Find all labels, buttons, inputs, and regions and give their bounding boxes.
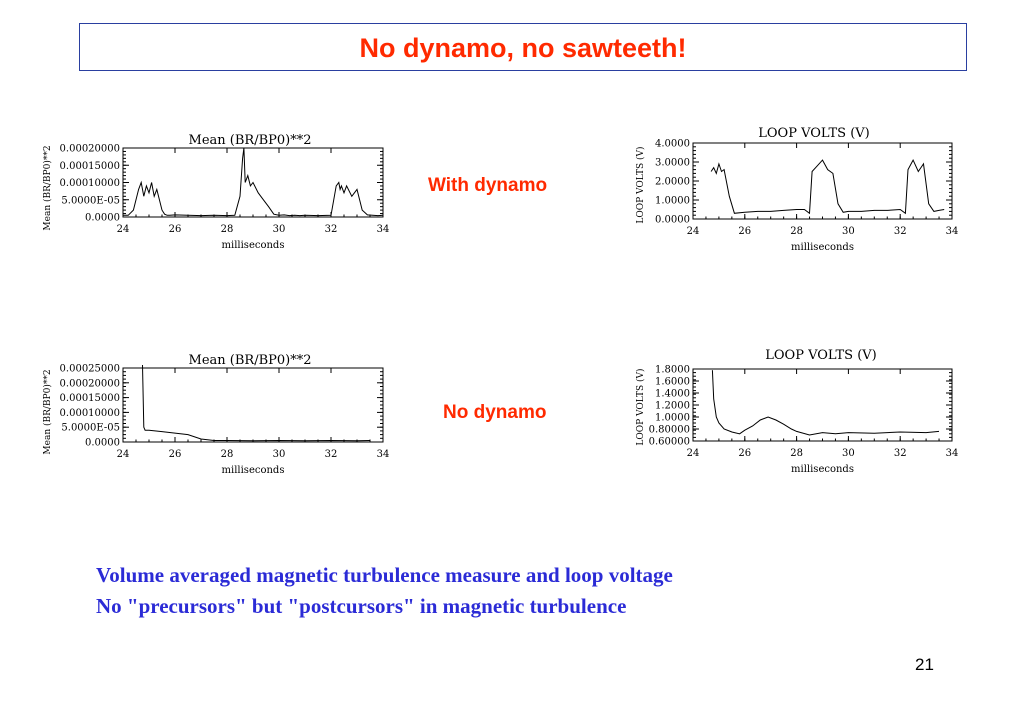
y-axis-label: LOOP VOLTS (V) xyxy=(635,368,646,445)
y-tick-label: 0.80000 xyxy=(649,425,690,436)
x-tick-label: 28 xyxy=(790,226,803,237)
x-tick-label: 30 xyxy=(273,224,286,235)
x-axis-label: milliseconds xyxy=(222,240,285,251)
y-tick-label: 5.0000E-05 xyxy=(61,423,120,434)
chart-title: LOOP VOLTS (V) xyxy=(758,126,869,141)
title-box: No dynamo, no sawteeth! xyxy=(79,23,967,71)
x-tick-label: 26 xyxy=(738,448,751,459)
y-tick-label: 2.0000 xyxy=(655,177,690,188)
x-tick-label: 26 xyxy=(738,226,751,237)
chart-title: Mean (BR/BP0)**2 xyxy=(189,353,312,368)
y-tick-label: 0.0000 xyxy=(85,438,120,449)
with-dynamo-label: With dynamo xyxy=(428,175,548,196)
x-axis-label: milliseconds xyxy=(791,242,854,253)
x-tick-label: 32 xyxy=(894,226,907,237)
y-tick-label: 1.0000 xyxy=(655,196,690,207)
y-tick-label: 1.6000 xyxy=(655,377,690,388)
x-tick-label: 26 xyxy=(169,449,182,460)
plot-frame xyxy=(692,368,953,442)
y-tick-label: 0.00020000 xyxy=(60,144,120,155)
x-tick-label: 28 xyxy=(221,224,234,235)
x-tick-label: 34 xyxy=(946,226,959,237)
y-tick-label: 1.2000 xyxy=(655,401,690,412)
y-tick-label: 0.00010000 xyxy=(60,408,120,419)
x-tick-label: 28 xyxy=(790,448,803,459)
x-tick-label: 32 xyxy=(325,224,338,235)
y-tick-label: 0.60000 xyxy=(649,437,690,448)
slide-title: No dynamo, no sawteeth! xyxy=(359,33,687,63)
no-dynamo-label: No dynamo xyxy=(443,402,547,423)
y-tick-label: 0.00015000 xyxy=(60,161,120,172)
y-tick-label: 1.4000 xyxy=(655,389,690,400)
x-tick-label: 24 xyxy=(687,448,700,459)
x-axis-label: milliseconds xyxy=(222,465,285,476)
data-series-line xyxy=(710,158,945,215)
x-tick-label: 32 xyxy=(325,449,338,460)
x-tick-label: 24 xyxy=(117,224,130,235)
data-series-line xyxy=(123,147,384,217)
x-tick-label: 26 xyxy=(169,224,182,235)
page-number: 21 xyxy=(915,655,934,674)
y-tick-label: 5.0000E-05 xyxy=(61,195,120,206)
x-tick-label: 30 xyxy=(273,449,286,460)
y-tick-label: 4.0000 xyxy=(655,139,690,150)
x-tick-label: 34 xyxy=(946,448,959,459)
y-tick-label: 0.00015000 xyxy=(60,393,120,404)
x-tick-label: 30 xyxy=(842,226,855,237)
caption-line-2: No "precursors" but "postcursors" in mag… xyxy=(96,594,627,618)
y-tick-label: 0.00025000 xyxy=(60,364,120,375)
y-tick-label: 0.0000 xyxy=(85,213,120,224)
chart-title: Mean (BR/BP0)**2 xyxy=(189,133,312,148)
y-tick-label: 0.00020000 xyxy=(60,378,120,389)
y-tick-label: 1.8000 xyxy=(655,365,690,376)
y-tick-label: 3.0000 xyxy=(655,158,690,169)
y-tick-label: 0.00010000 xyxy=(60,178,120,189)
chart-title: LOOP VOLTS (V) xyxy=(765,348,876,363)
caption-line-1: Volume averaged magnetic turbulence meas… xyxy=(96,563,673,587)
x-tick-label: 24 xyxy=(687,226,700,237)
x-axis-label: milliseconds xyxy=(791,464,854,475)
y-axis-label: LOOP VOLTS (V) xyxy=(635,146,646,223)
data-series-line xyxy=(142,364,371,442)
y-tick-label: 0.0000 xyxy=(655,215,690,226)
y-axis-label: Mean (BR/BP0)**2 xyxy=(42,369,53,454)
data-series-line xyxy=(711,370,940,436)
y-tick-label: 1.0000 xyxy=(655,413,690,424)
y-axis-label: Mean (BR/BP0)**2 xyxy=(42,145,53,230)
x-tick-label: 34 xyxy=(377,224,390,235)
x-tick-label: 32 xyxy=(894,448,907,459)
x-tick-label: 28 xyxy=(221,449,234,460)
x-tick-label: 30 xyxy=(842,448,855,459)
x-tick-label: 24 xyxy=(117,449,130,460)
x-tick-label: 34 xyxy=(377,449,390,460)
